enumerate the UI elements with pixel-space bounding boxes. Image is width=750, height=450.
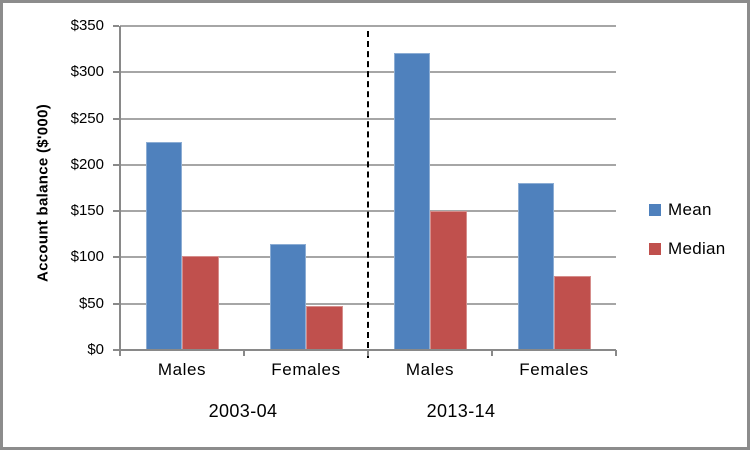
bar-median-females-2003-04: [306, 305, 343, 350]
x-axis-group-label: 2003-04: [208, 401, 278, 421]
bar-mean-males-2003-04: [145, 141, 182, 350]
gridline: [120, 25, 616, 27]
y-axis-tick-label: $300: [70, 63, 104, 81]
legend-swatch-median: [649, 243, 661, 255]
x-axis-category-label: Females: [519, 360, 589, 379]
y-axis-tick-label: $250: [70, 109, 104, 127]
x-axis-tick: [367, 350, 369, 356]
y-axis-tick-label: $200: [70, 155, 104, 173]
legend-label: Mean: [668, 200, 712, 219]
x-axis-tick: [119, 350, 121, 356]
y-axis-tick: [113, 25, 119, 27]
bar-mean-females-2013-14: [517, 183, 554, 350]
legend: Mean Median: [649, 199, 726, 277]
y-axis-tick-label: $150: [70, 202, 104, 220]
legend-item-mean: Mean: [649, 199, 726, 221]
x-axis-category-label: Males: [157, 360, 207, 379]
y-axis-tick-label: $350: [70, 17, 104, 34]
y-axis-tick: [113, 210, 119, 213]
x-axis-group-label: 2013-14: [426, 401, 496, 421]
bar-median-males-2013-14: [430, 211, 467, 350]
y-axis-tick: [113, 349, 119, 351]
x-axis-tick: [243, 350, 245, 356]
year-separator-dashed-line: [367, 31, 369, 358]
y-axis-tick: [113, 71, 119, 74]
x-axis-tick: [491, 350, 493, 356]
y-axis-line: [119, 26, 121, 356]
legend-label: Median: [668, 239, 726, 258]
y-axis-tick: [113, 163, 119, 166]
y-axis-tick-label: $50: [78, 294, 104, 312]
y-axis-tick-label: $100: [70, 248, 104, 266]
y-axis-tick: [113, 256, 119, 259]
legend-item-median: Median: [649, 238, 726, 260]
bar-median-males-2003-04: [182, 255, 219, 350]
y-axis-tick: [113, 302, 119, 305]
y-axis-tick-label: $0: [87, 341, 104, 358]
x-axis-category-label: Females: [271, 360, 341, 379]
bar-median-females-2013-14: [554, 275, 591, 350]
legend-swatch-mean: [649, 204, 661, 216]
x-axis-category-label: Males: [405, 360, 455, 379]
x-axis-tick: [615, 350, 617, 356]
bar-mean-males-2013-14: [393, 52, 430, 350]
bar-mean-females-2003-04: [269, 244, 306, 350]
y-axis-tick: [113, 117, 119, 120]
